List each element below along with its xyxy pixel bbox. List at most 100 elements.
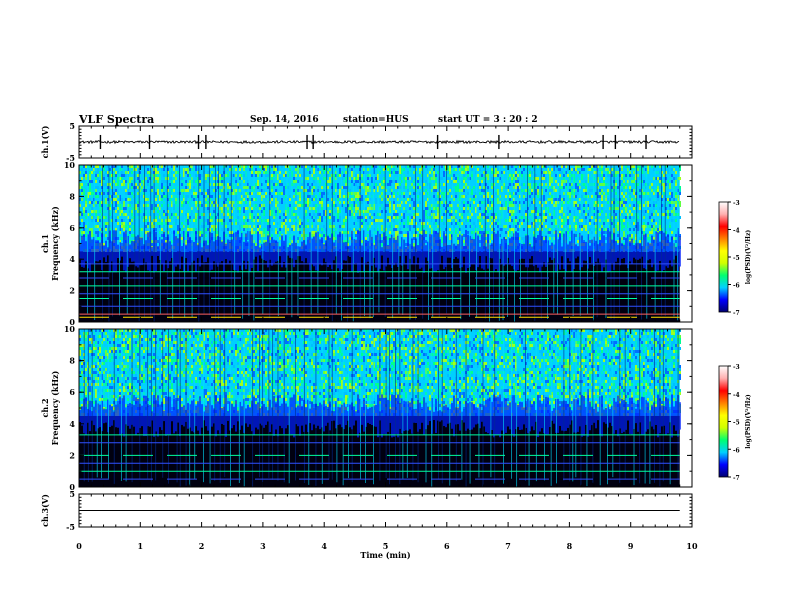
spectral-pixel — [315, 210, 317, 213]
spectral-pixel — [421, 225, 423, 228]
spectral-pixel — [259, 171, 261, 174]
spectral-pixel — [619, 180, 621, 183]
spectral-pixel — [575, 180, 577, 183]
spectral-pixel — [459, 180, 461, 183]
spectral-pixel — [121, 237, 123, 240]
spectral-pixel — [287, 207, 289, 210]
spectral-pixel — [85, 183, 87, 186]
spectral-pixel — [135, 174, 137, 177]
spectral-pixel — [485, 234, 487, 237]
spectral-pixel — [141, 231, 143, 234]
spectral-pixel — [365, 219, 367, 222]
spectral-pixel — [585, 216, 587, 219]
spectral-pixel — [555, 201, 557, 204]
spectral-pixel — [367, 198, 369, 201]
spectral-pixel — [141, 234, 143, 237]
spectral-pixel — [499, 177, 501, 180]
spectral-pixel — [491, 228, 493, 231]
spectral-pixel — [239, 165, 241, 168]
spectral-pixel — [483, 216, 485, 219]
spectral-pixel — [531, 222, 533, 225]
spectral-pixel — [167, 228, 169, 231]
spectral-pixel — [577, 192, 579, 195]
spectral-pixel — [405, 186, 407, 189]
spectral-pixel — [97, 231, 99, 234]
spectral-pixel — [155, 171, 157, 174]
spectral-pixel — [639, 180, 641, 183]
spectral-pixel — [445, 234, 447, 237]
spectral-pixel — [259, 183, 261, 186]
spectral-pixel — [239, 225, 241, 228]
spectral-pixel — [537, 222, 539, 225]
spectral-pixel — [113, 198, 115, 201]
spectral-pixel — [601, 177, 603, 180]
spectral-pixel — [163, 192, 165, 195]
spectral-pixel — [617, 222, 619, 225]
spectral-pixel — [309, 213, 311, 216]
spectral-pixel — [581, 177, 583, 180]
spectral-pixel — [585, 213, 587, 216]
spectral-pixel — [637, 183, 639, 186]
spectral-pixel — [443, 222, 445, 225]
spectral-pixel — [311, 234, 313, 237]
spectral-pixel — [209, 219, 211, 222]
spectral-pixel — [93, 192, 95, 195]
spectral-pixel — [337, 207, 339, 210]
spectral-pixel — [343, 198, 345, 201]
spectral-pixel — [197, 243, 199, 246]
spectral-pixel — [491, 207, 493, 210]
transition-band — [165, 242, 167, 261]
spectral-pixel — [349, 204, 351, 207]
spectral-pixel — [639, 165, 641, 168]
spectral-pixel — [437, 201, 439, 204]
spectral-pixel — [187, 195, 189, 198]
spectral-pixel — [247, 234, 249, 237]
spectral-pixel — [555, 180, 557, 183]
spectral-pixel — [141, 195, 143, 198]
spectral-pixel — [503, 186, 505, 189]
spectral-pixel — [237, 201, 239, 204]
spectral-pixel — [101, 186, 103, 189]
spectral-pixel — [247, 195, 249, 198]
spectral-pixel — [629, 192, 631, 195]
spectral-pixel — [527, 219, 529, 222]
spectral-pixel — [243, 180, 245, 183]
spectral-pixel — [129, 177, 131, 180]
spectral-pixel — [101, 165, 103, 168]
spectral-pixel — [343, 174, 345, 177]
spectral-pixel — [87, 165, 89, 168]
spectral-pixel — [349, 192, 351, 195]
spectral-pixel — [601, 201, 603, 204]
spectral-pixel — [407, 177, 409, 180]
spectral-pixel — [137, 165, 139, 168]
transition-band — [357, 229, 359, 273]
spectral-pixel — [589, 183, 591, 186]
spectral-pixel — [345, 192, 347, 195]
spectral-pixel — [607, 174, 609, 177]
spectral-pixel — [233, 192, 235, 195]
spectral-pixel — [635, 174, 637, 177]
spectral-pixel — [125, 207, 127, 210]
spectral-pixel — [603, 168, 605, 171]
spectral-pixel — [659, 219, 661, 222]
spectral-pixel — [141, 186, 143, 189]
spectral-pixel — [123, 213, 125, 216]
spectral-pixel — [661, 180, 663, 183]
spectral-pixel — [451, 180, 453, 183]
spectral-pixel — [619, 183, 621, 186]
spectral-pixel — [415, 228, 417, 231]
spectral-pixel — [589, 165, 591, 168]
spectral-pixel — [573, 195, 575, 198]
spectral-pixel — [353, 192, 355, 195]
spectral-pixel — [353, 177, 355, 180]
spectral-pixel — [325, 216, 327, 219]
transition-band — [231, 239, 233, 264]
spectral-pixel — [413, 213, 415, 216]
spectral-pixel — [407, 228, 409, 231]
spectral-pixel — [99, 237, 101, 240]
spectral-pixel — [389, 195, 391, 198]
spectral-pixel — [235, 192, 237, 195]
spectral-pixel — [201, 219, 203, 222]
spectral-pixel — [295, 192, 297, 195]
spectral-pixel — [341, 192, 343, 195]
